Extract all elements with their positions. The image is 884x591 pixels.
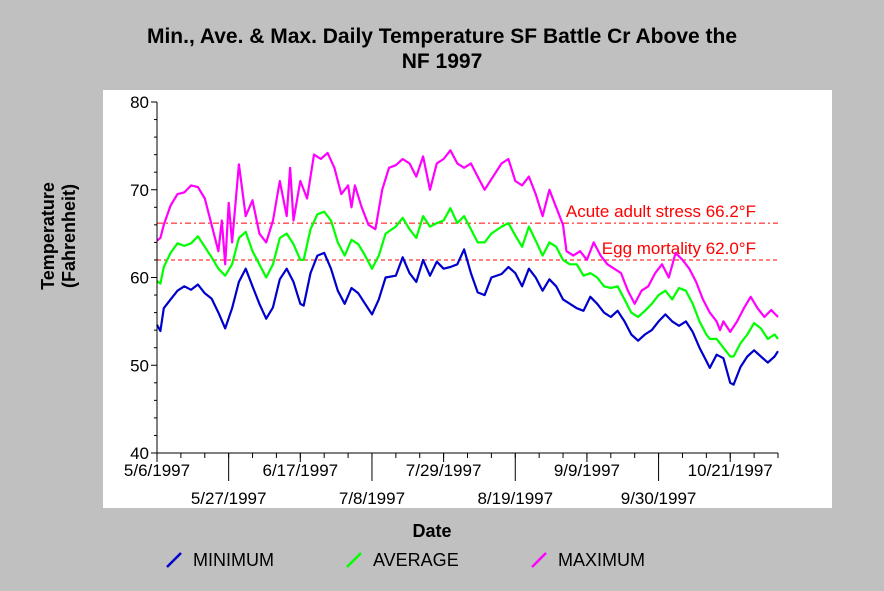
y-tick-label: 80 <box>130 93 149 112</box>
x-tick-label: 10/21/1997 <box>688 461 773 480</box>
legend-label-maximum: MAXIMUM <box>558 550 645 570</box>
x-tick-label: 5/6/1997 <box>124 461 190 480</box>
x-tick-label: 7/29/1997 <box>406 461 482 480</box>
x-axis-title: Date <box>412 521 451 541</box>
x-tick-label: 5/27/1997 <box>191 489 267 508</box>
y-tick-label: 40 <box>130 444 149 463</box>
x-tick-label: 6/17/1997 <box>262 461 338 480</box>
series-line-maximum <box>156 149 779 333</box>
x-tick-label: 8/19/1997 <box>477 489 553 508</box>
y-axis-title-line1: Temperature <box>38 182 58 290</box>
x-tick-label: 9/9/1997 <box>554 461 620 480</box>
series-line-average <box>156 207 779 358</box>
x-tick-label: 9/30/1997 <box>621 489 697 508</box>
x-tick-label: 7/8/1997 <box>339 489 405 508</box>
reference-line-label: Egg mortality 62.0°F <box>602 239 756 258</box>
legend-label-average: AVERAGE <box>373 550 459 570</box>
reference-line-label: Acute adult stress 66.2°F <box>566 202 756 221</box>
y-tick-label: 60 <box>130 269 149 288</box>
chart-title-line1: Min., Ave. & Max. Daily Temperature SF B… <box>147 25 737 48</box>
plot-area <box>103 90 832 508</box>
chart-title-line2: NF 1997 <box>402 50 483 73</box>
legend-swatch-maximum <box>531 552 547 568</box>
legend-swatch-minimum <box>166 552 182 568</box>
y-tick-label: 70 <box>130 181 149 200</box>
legend-swatch-average <box>346 552 362 568</box>
y-tick-label: 50 <box>130 356 149 375</box>
series-line-minimum <box>156 248 779 386</box>
legend-label-minimum: MINIMUM <box>193 550 274 570</box>
y-axis-title-line2: (Fahrenheit) <box>59 184 79 288</box>
